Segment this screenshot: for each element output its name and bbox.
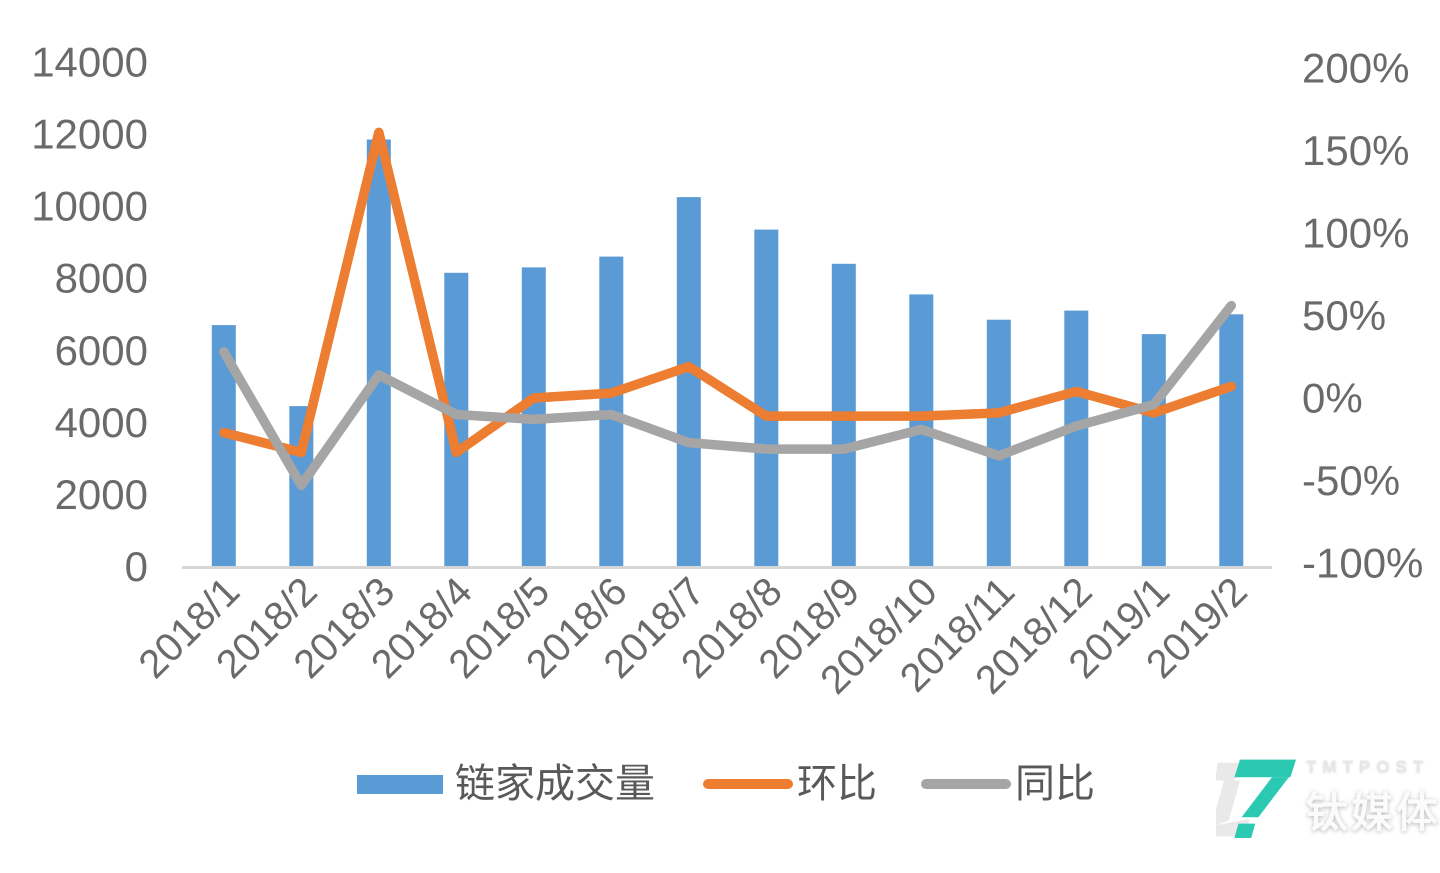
legend-swatch-bar bbox=[357, 774, 443, 794]
legend-label-yoy: 同比 bbox=[1015, 762, 1095, 806]
line-环比 bbox=[219, 127, 1237, 458]
y-axis-left-tick-label: 4000 bbox=[55, 399, 148, 446]
legend-item-yoy: 同比 bbox=[921, 762, 1095, 806]
y-axis-right-tick-label: 100% bbox=[1302, 210, 1409, 257]
y-axis-left-tick-label: 2000 bbox=[55, 471, 148, 518]
legend-item-mom: 环比 bbox=[703, 762, 877, 806]
chart-legend: 链家成交量 环比 同比 bbox=[357, 762, 1095, 806]
y-axis-left-tick-label: 10000 bbox=[31, 183, 148, 230]
y-axis-left-tick-label: 12000 bbox=[31, 111, 148, 158]
legend-swatch-mom-line bbox=[703, 779, 793, 789]
tmtpost-watermark: TMTPOST 钛媒体 bbox=[1216, 750, 1440, 846]
y-axis-right-tick-label: -50% bbox=[1302, 457, 1400, 504]
bar-2018/11 bbox=[986, 319, 1011, 567]
y-axis-right-tick-label: 0% bbox=[1302, 375, 1363, 422]
y-axis-left-tick-label: 6000 bbox=[55, 327, 148, 374]
legend-label-volume: 链家成交量 bbox=[455, 762, 655, 806]
y-axis-left-tick-label: 14000 bbox=[31, 39, 148, 86]
tmtpost-logo-icon bbox=[1216, 759, 1296, 838]
bar-2018/7 bbox=[676, 197, 701, 567]
y-axis-left-tick-label: 0 bbox=[125, 543, 148, 590]
bar-2019/1 bbox=[1141, 334, 1166, 567]
y-axis-left-tick-label: 8000 bbox=[55, 255, 148, 302]
legend-swatch-yoy-line bbox=[921, 779, 1011, 789]
y-axis-right-tick-label: 200% bbox=[1302, 45, 1409, 92]
legend-item-volume: 链家成交量 bbox=[357, 762, 655, 806]
watermark-text: TMTPOST 钛媒体 bbox=[1306, 757, 1440, 840]
y-axis-right-tick-label: 150% bbox=[1302, 127, 1409, 174]
bar-2018/12 bbox=[1064, 310, 1089, 567]
bar-2018/3 bbox=[366, 139, 391, 567]
y-axis-right-tick-label: -100% bbox=[1302, 540, 1423, 587]
bar-2018/8 bbox=[754, 229, 779, 567]
line-同比 bbox=[219, 300, 1237, 491]
legend-label-mom: 环比 bbox=[797, 762, 877, 806]
y-axis-right-tick-label: 50% bbox=[1302, 292, 1386, 339]
bar-2019/2 bbox=[1219, 314, 1244, 567]
watermark-brand-en: TMTPOST bbox=[1306, 756, 1430, 776]
watermark-brand-cn: 钛媒体 bbox=[1306, 788, 1440, 836]
